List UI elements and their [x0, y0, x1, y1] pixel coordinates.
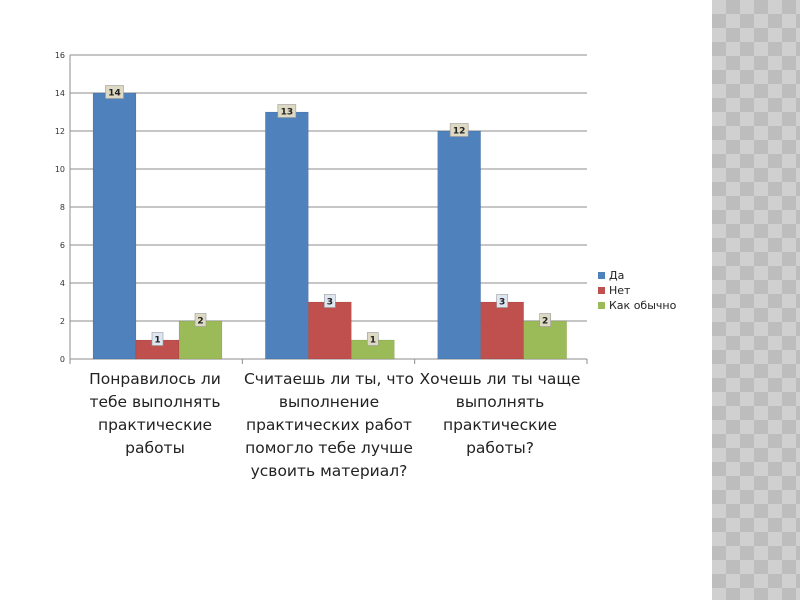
category-label-1: Понравилось ли тебе выполнять практическ…	[89, 370, 221, 457]
y-tick-label: 16	[55, 51, 65, 60]
data-label: 12	[453, 127, 466, 137]
legend-swatch-usual	[598, 302, 605, 309]
legend-swatch-yes	[598, 272, 605, 279]
legend: Да Нет Как обычно	[598, 268, 676, 313]
y-tick-label: 14	[55, 89, 65, 98]
category-label-3: Хочешь ли ты чаще выполнять практические…	[419, 370, 581, 457]
bar-series2-cat3	[480, 301, 524, 360]
data-label: 3	[499, 298, 505, 308]
legend-label-no: Нет	[609, 284, 631, 297]
bar-series1-cat1	[92, 92, 137, 360]
data-label: 13	[281, 108, 294, 118]
bar-series1-cat3	[437, 130, 481, 360]
legend-label-yes: Да	[609, 269, 625, 282]
data-label: 3	[327, 298, 333, 308]
bar-series2-cat2	[308, 301, 352, 360]
data-label-box	[277, 104, 297, 118]
y-tick-label: 2	[60, 317, 65, 326]
legend-swatch-no	[598, 287, 605, 294]
bar-series3-cat3	[523, 320, 567, 360]
data-label: 2	[197, 317, 203, 327]
y-tick-label: 10	[55, 165, 65, 174]
decorative-checker-border	[712, 0, 800, 600]
legend-item-no: Нет	[598, 283, 676, 298]
legend-item-usual: Как обычно	[598, 298, 676, 313]
data-label-box	[449, 123, 469, 137]
legend-label-usual: Как обычно	[609, 299, 677, 312]
data-label-box	[539, 313, 551, 327]
bar-series1-cat2	[265, 111, 309, 360]
y-tick-label: 12	[55, 127, 65, 136]
y-tick-label: 8	[60, 203, 65, 212]
y-tick-label: 4	[60, 279, 65, 288]
data-label: 1	[154, 336, 160, 346]
data-label-box	[105, 85, 124, 99]
bar-series3-cat1	[178, 320, 223, 360]
data-label: 2	[542, 317, 548, 327]
data-label-box	[367, 332, 379, 346]
data-label-box	[194, 313, 207, 327]
data-label: 14	[108, 89, 121, 99]
legend-item-yes: Да	[598, 268, 676, 283]
data-label-box	[324, 294, 336, 308]
data-label: 1	[370, 336, 376, 346]
data-label-box	[496, 294, 508, 308]
data-label-box	[151, 332, 164, 346]
y-tick-label: 6	[60, 241, 65, 250]
y-tick-label: 0	[60, 355, 65, 364]
category-label-2: Считаешь ли ты, что выполнение практичес…	[243, 370, 415, 480]
